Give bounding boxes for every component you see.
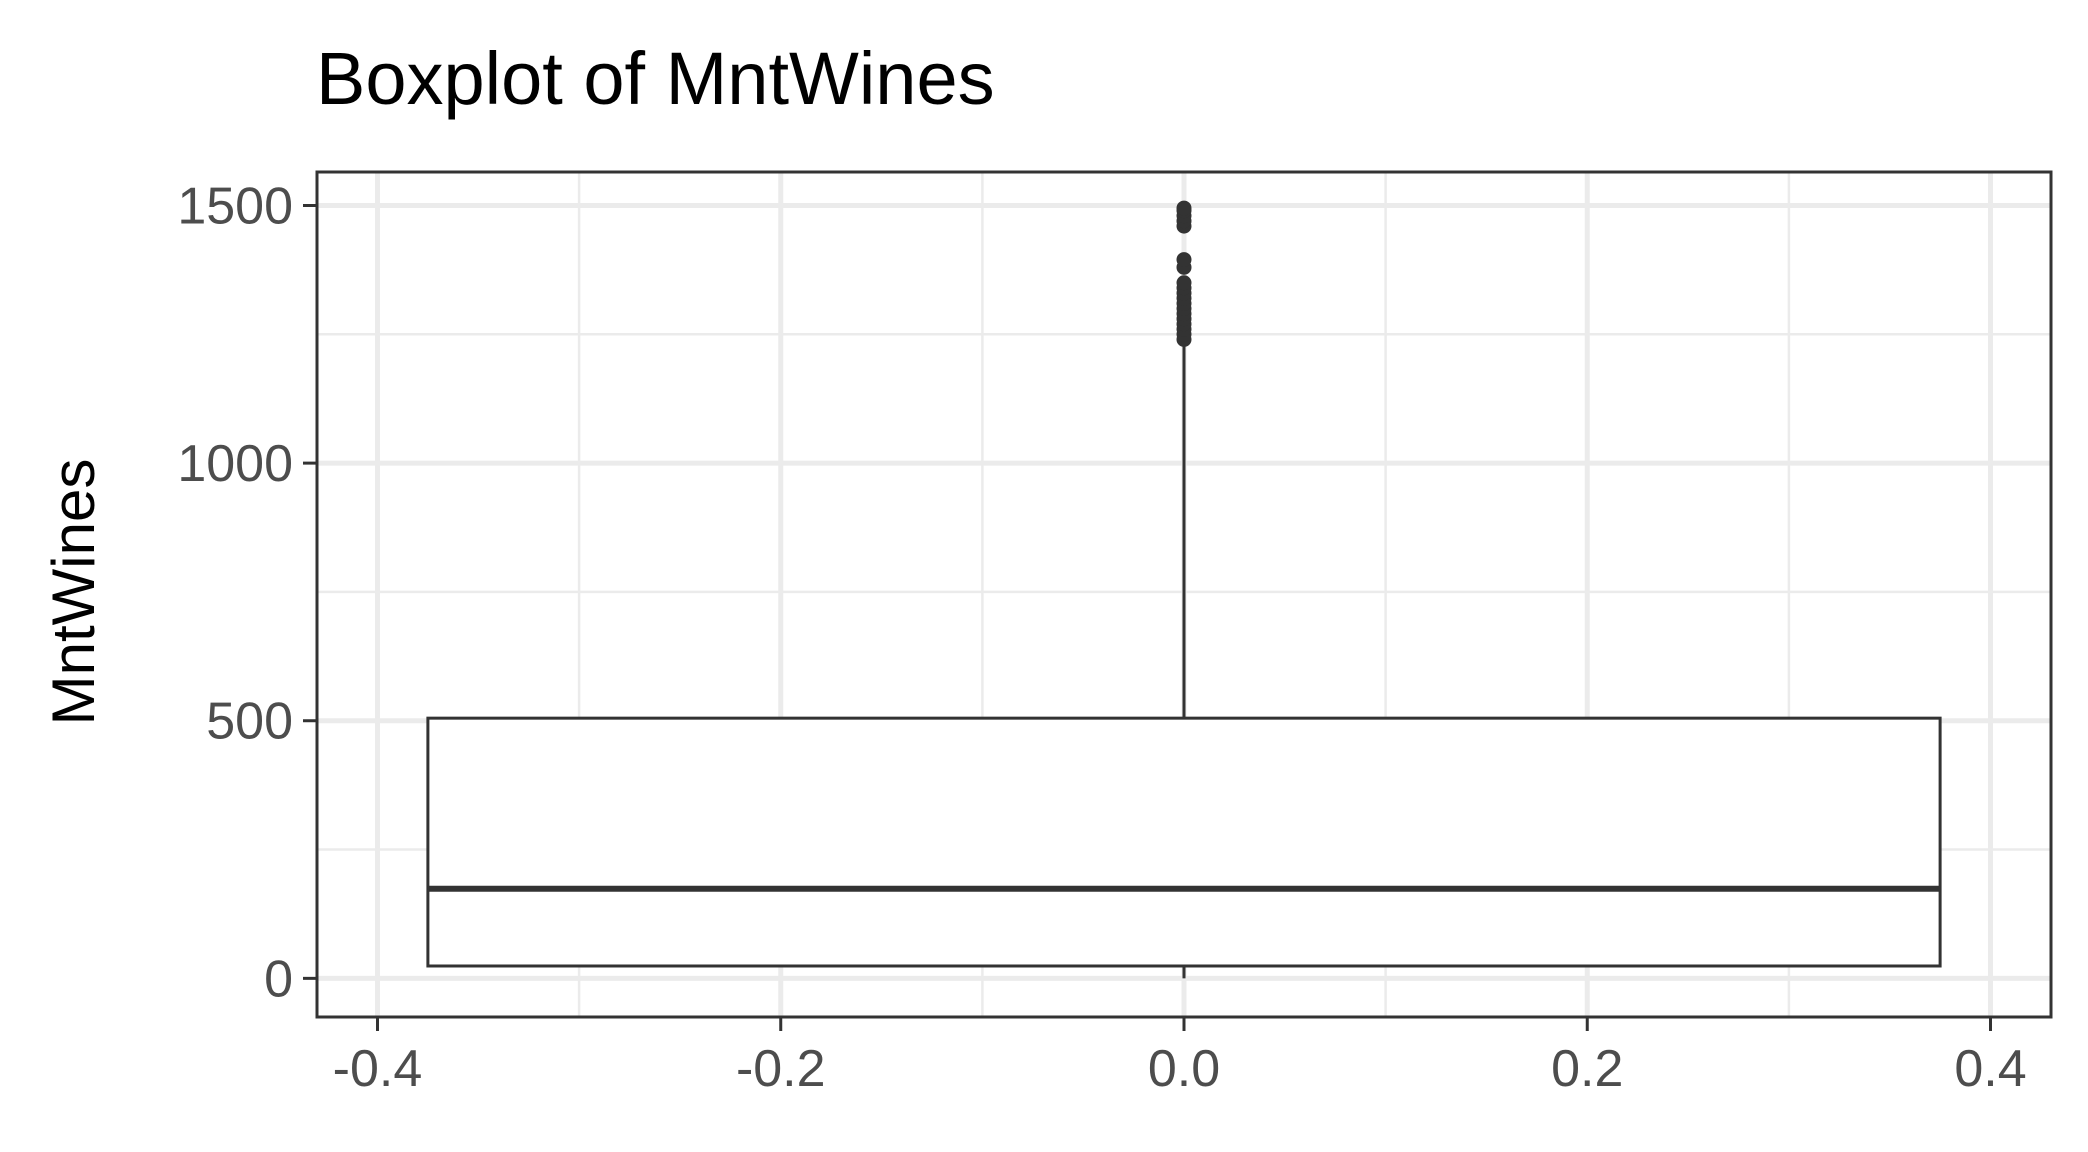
outlier-points	[1176, 200, 1192, 347]
box-and-whisker	[426, 344, 1942, 979]
x-tick-label: -0.4	[333, 1040, 423, 1098]
outlier-point	[1176, 275, 1192, 291]
x-axis: -0.4 -0.2 0.0 0.2 0.4	[333, 1017, 2027, 1098]
outlier-point	[1176, 252, 1192, 268]
x-tick-label: -0.2	[736, 1040, 826, 1098]
x-tick-label: 0.4	[1954, 1040, 2026, 1098]
y-tick-label: 1500	[177, 177, 293, 235]
y-tick-label: 500	[206, 693, 293, 751]
y-axis-label: MntWines	[40, 459, 107, 726]
x-tick-label: 0.2	[1551, 1040, 1623, 1098]
y-tick-label: 1000	[177, 435, 293, 493]
interquartile-box	[426, 716, 1942, 968]
y-tick-label: 0	[264, 950, 293, 1008]
outlier-point	[1176, 200, 1192, 216]
chart-title: Boxplot of MntWines	[316, 37, 995, 120]
y-axis: 0 500 1000 1500	[177, 177, 317, 1008]
x-tick-label: 0.0	[1148, 1040, 1220, 1098]
